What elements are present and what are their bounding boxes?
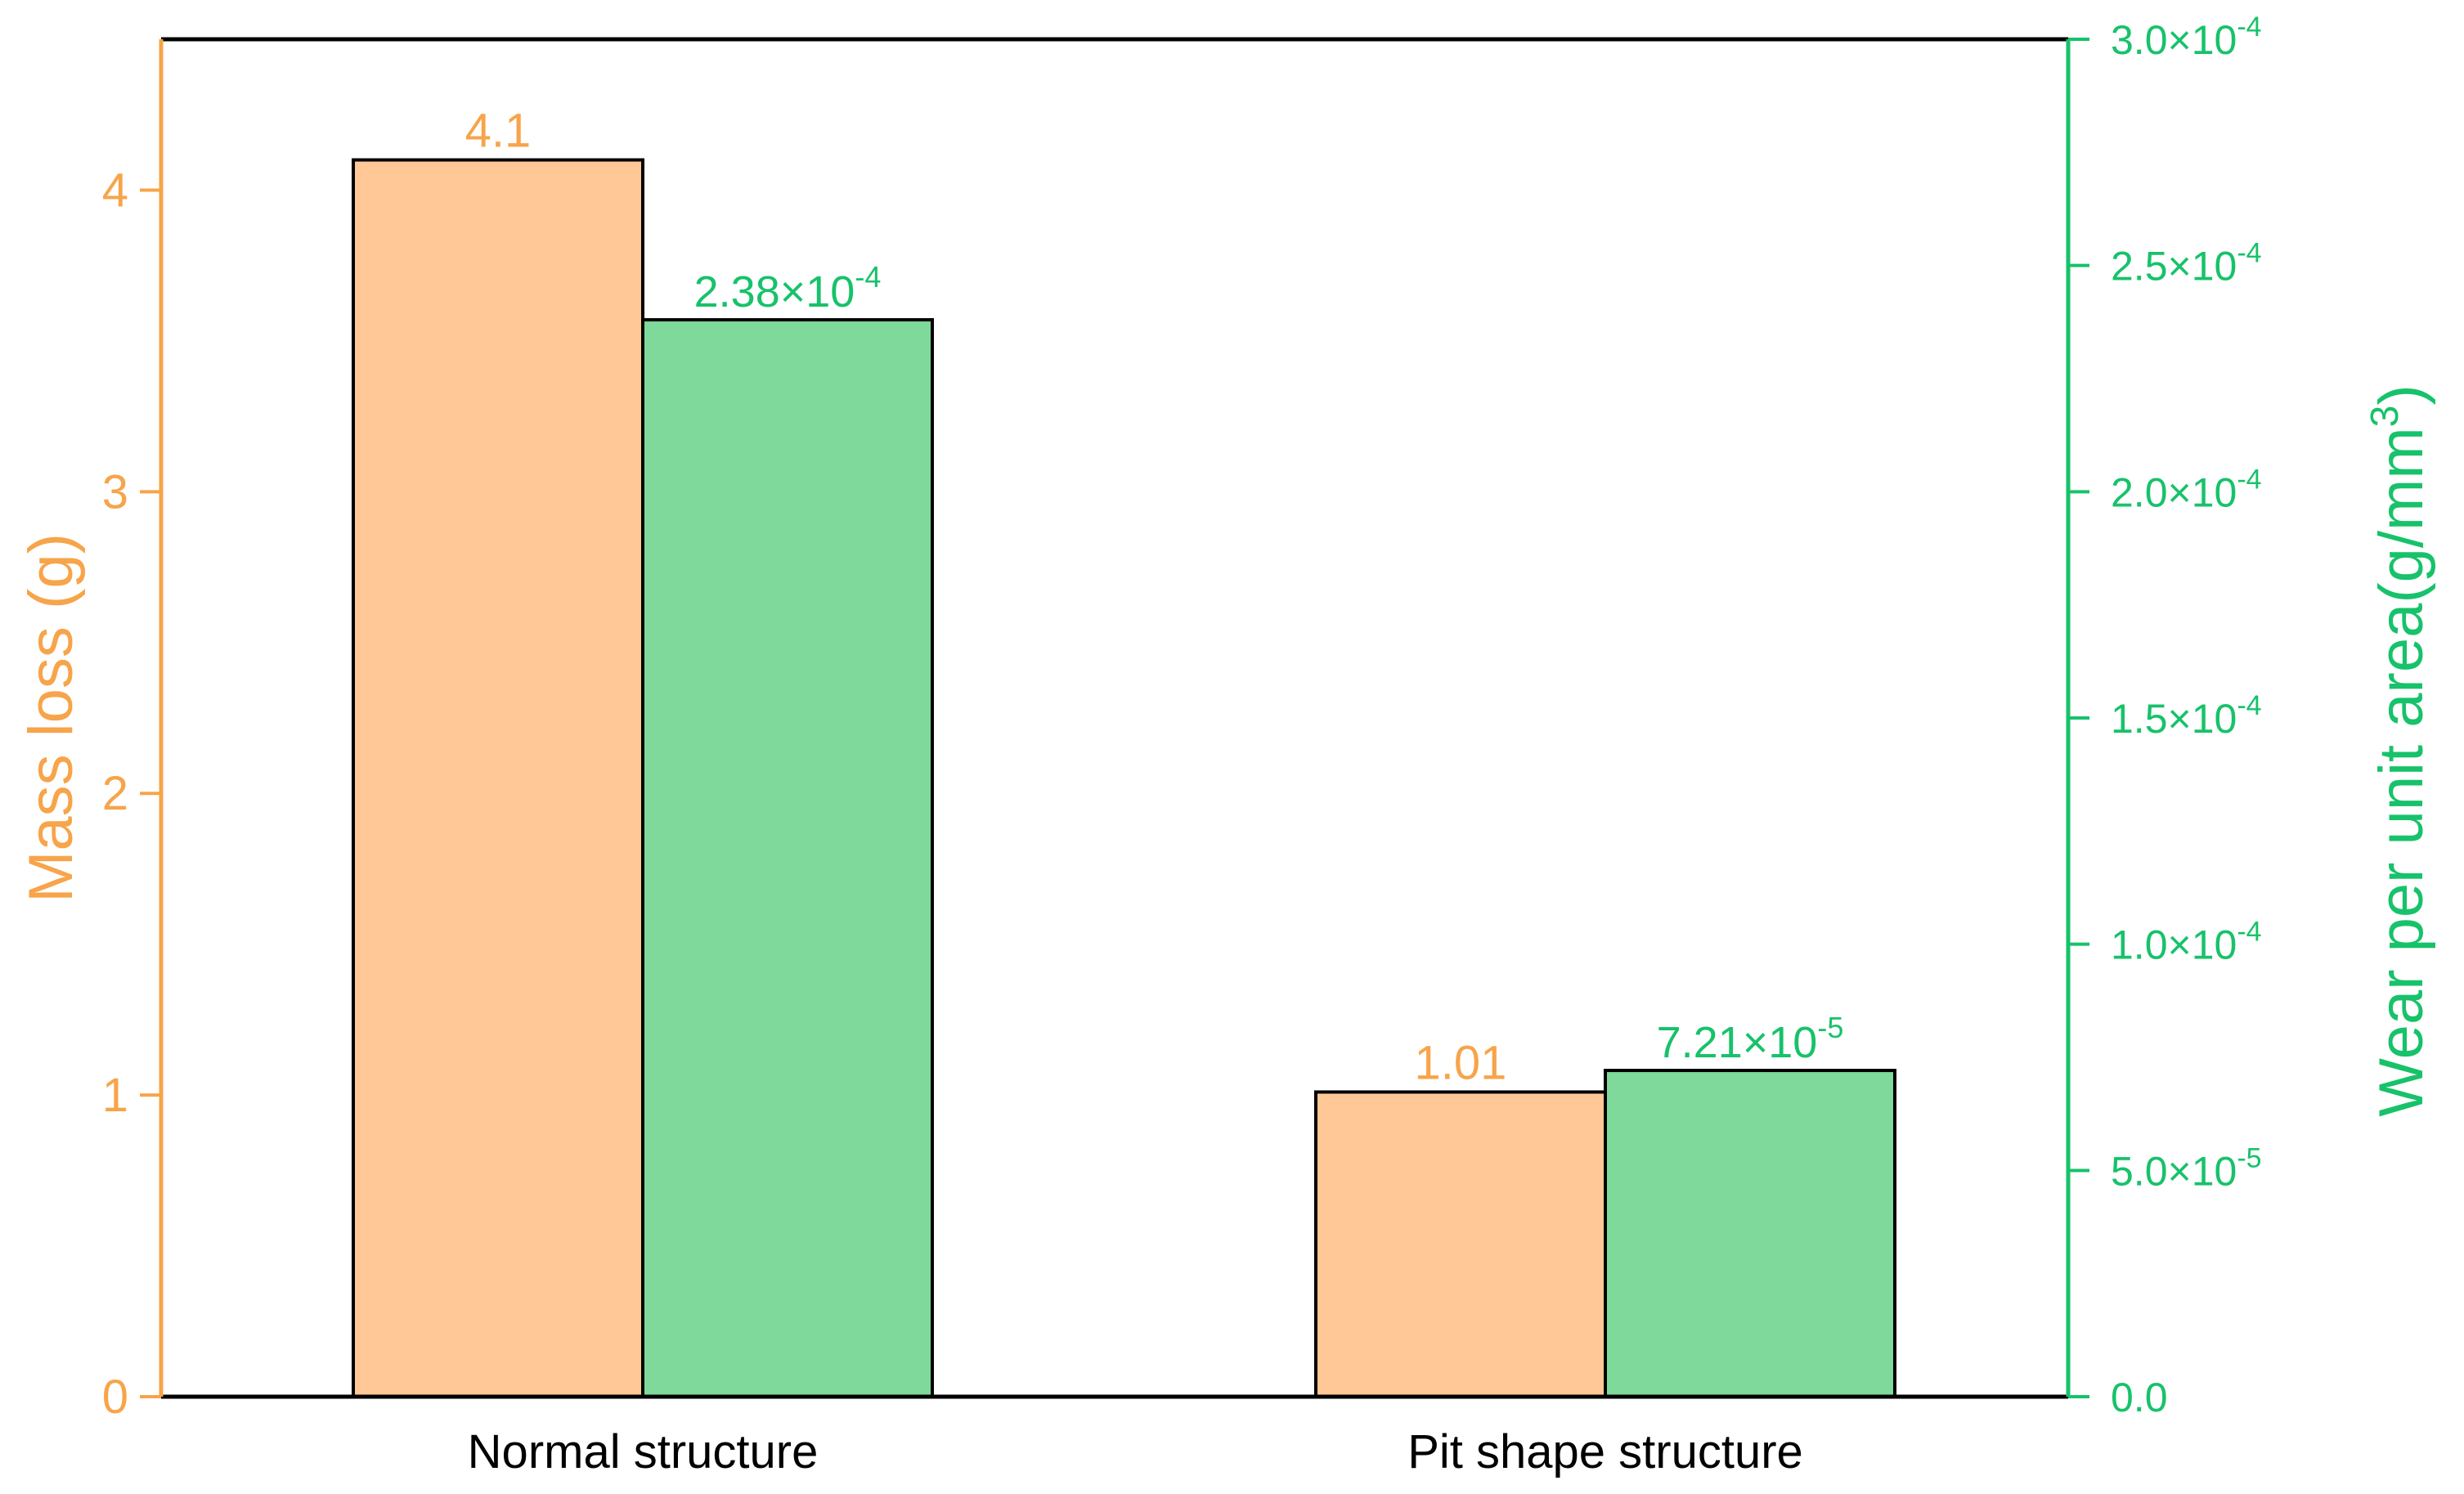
right-y-tick-label: 5.0×10-5 <box>2111 1142 2262 1194</box>
data-label-mass-loss: 4.1 <box>465 105 532 158</box>
left-y-tick-label: 2 <box>102 767 128 820</box>
right-y-tick-label: 1.5×10-4 <box>2111 690 2262 742</box>
axes-layer <box>140 37 2089 1399</box>
x-category-label: Pit shape structure <box>1407 1425 1803 1478</box>
bar-wear-per-area <box>641 318 934 1399</box>
right-y-tick-label: 0.0 <box>2111 1375 2168 1420</box>
left-y-tick-label: 3 <box>102 465 128 518</box>
bar-mass-loss <box>352 158 644 1399</box>
left-y-axis-title: Mass loss (g) <box>16 533 86 903</box>
right-y-tick-label: 2.5×10-4 <box>2111 238 2262 289</box>
data-label-mass-loss: 1.01 <box>1415 1036 1507 1089</box>
right-y-tick-label: 3.0×10-4 <box>2111 11 2262 63</box>
data-label-wear: 7.21×10-5 <box>1657 1011 1844 1067</box>
left-y-tick-label: 0 <box>102 1371 128 1424</box>
bar-wear-per-area <box>1604 1069 1896 1398</box>
right-y-tick-label: 1.0×10-4 <box>2111 917 2262 968</box>
data-label-wear: 2.38×10-4 <box>694 260 882 316</box>
right-y-tick-label: 2.0×10-4 <box>2111 464 2262 515</box>
x-category-label: Normal structure <box>468 1425 819 1478</box>
left-y-tick-label: 4 <box>102 164 128 217</box>
bars-layer <box>352 158 1896 1399</box>
text-layer: 4.1 2.38×10-4 Normal structure 1.01 7.21×10-… <box>16 11 2436 1478</box>
right-y-axis-title: Wear per unit area(g/mm3) <box>2363 384 2436 1116</box>
bar-mass-loss <box>1314 1090 1607 1399</box>
left-y-tick-label: 1 <box>102 1069 128 1122</box>
